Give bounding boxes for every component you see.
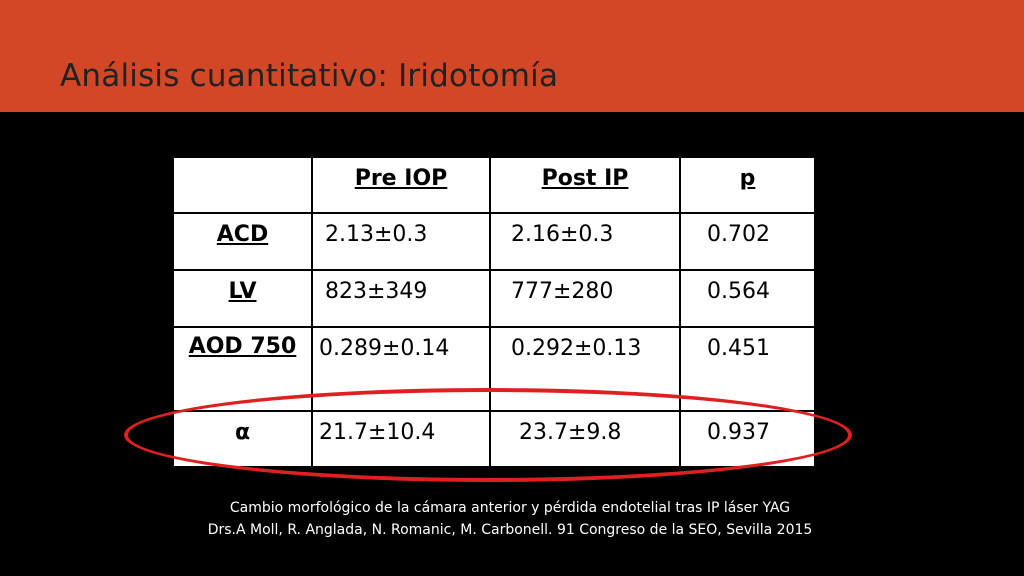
table-row: AOD 750 0.289±0.14 0.292±0.13 0.451: [174, 327, 814, 412]
header-pre-iop: Pre IOP: [311, 158, 490, 214]
table-row: LV 823±349 777±280 0.564: [174, 270, 814, 328]
table-header-row: Pre IOP Post IP p: [174, 158, 814, 214]
caption-line-2: Drs.A Moll, R. Anglada, N. Romanic, M. C…: [207, 522, 813, 538]
cell-p: 0.937: [679, 411, 814, 466]
row-label: AOD 750: [174, 327, 312, 412]
row-label: α: [234, 420, 251, 445]
header-p: p: [679, 158, 814, 214]
cell-p: 0.451: [679, 327, 814, 412]
header-post-ip: Post IP: [489, 158, 680, 214]
results-table: Pre IOP Post IP p ACD 2.13±0.3 2.16±0.3 …: [174, 158, 814, 466]
table-row: ACD 2.13±0.3 2.16±0.3 0.702: [174, 213, 814, 271]
title-bar: [0, 0, 1024, 112]
table-row: α 21.7±10.4 23.7±9.8 0.937: [174, 411, 814, 466]
row-label: LV: [174, 270, 312, 328]
cell-post: 23.7±9.8: [489, 411, 680, 466]
cell-p: 0.564: [679, 270, 814, 328]
caption-line-1: Cambio morfológico de la cámara anterior…: [229, 500, 791, 516]
row-label: ACD: [174, 213, 312, 271]
cell-post: 0.292±0.13: [489, 327, 680, 412]
cell-pre: 823±349: [311, 270, 490, 328]
cell-p: 0.702: [679, 213, 814, 271]
header-empty: [174, 158, 312, 214]
slide-title: Análisis cuantitativo: Iridotomía: [60, 58, 559, 94]
cell-pre: 21.7±10.4: [311, 411, 490, 466]
cell-post: 2.16±0.3: [489, 213, 680, 271]
cell-post: 777±280: [489, 270, 680, 328]
cell-pre: 2.13±0.3: [311, 213, 490, 271]
cell-pre: 0.289±0.14: [311, 327, 490, 412]
